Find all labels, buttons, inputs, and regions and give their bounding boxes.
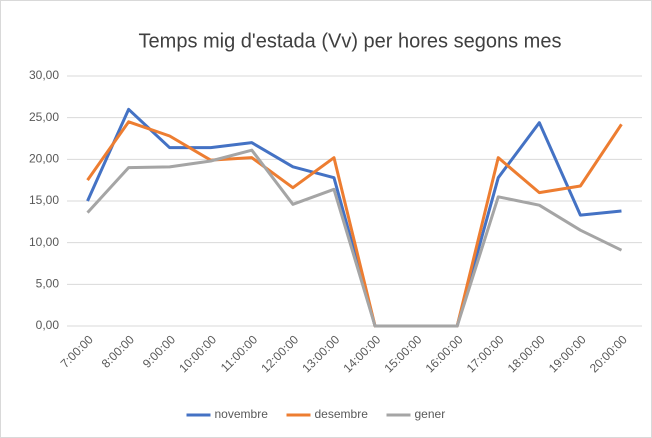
line-series [86, 107, 622, 328]
chart-title: Temps mig d'estada (Vv) per hores segons… [139, 30, 562, 52]
y-tick-label: 25,00 [29, 110, 59, 124]
legend-label: desembre [315, 407, 369, 421]
y-tick-label: 10,00 [29, 235, 59, 249]
y-tick-label: 20,00 [29, 152, 59, 166]
y-tick-label: 5,00 [36, 277, 60, 291]
y-tick-label: 0,00 [36, 318, 60, 332]
line-series [86, 148, 623, 328]
line-series [86, 120, 623, 328]
y-tick-label: 30,00 [29, 68, 59, 82]
legend-label: gener [415, 407, 446, 421]
legend-label: novembre [215, 407, 269, 421]
y-tick-label: 15,00 [29, 193, 59, 207]
